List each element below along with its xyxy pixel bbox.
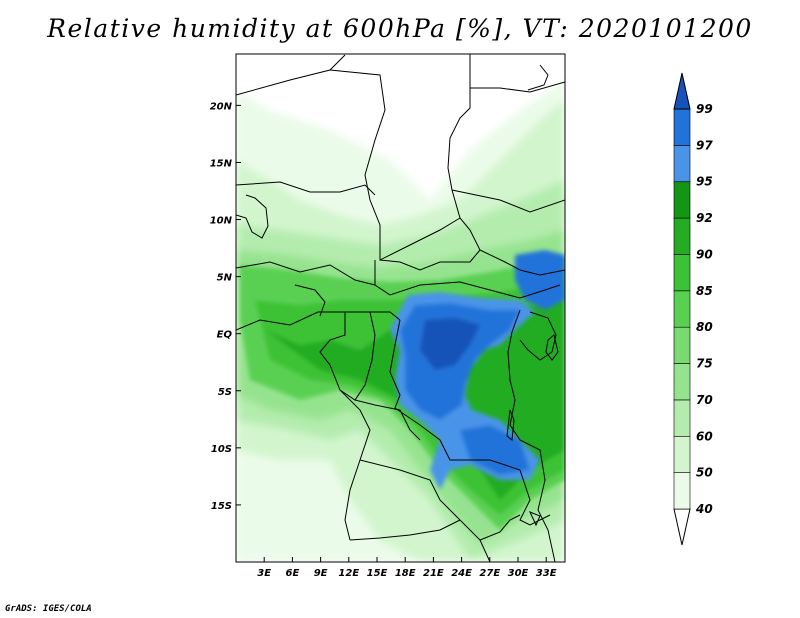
border-line bbox=[319, 312, 346, 391]
colorbar-label: 99 bbox=[696, 102, 713, 116]
lake-outline bbox=[506, 409, 515, 441]
colorbar-swatch bbox=[673, 472, 691, 510]
lon-tick-label: 21E bbox=[423, 568, 444, 579]
lon-tick-label: 15E bbox=[367, 568, 388, 579]
border-line bbox=[479, 514, 521, 541]
border-line bbox=[507, 309, 556, 562]
colorbar-swatch bbox=[673, 326, 691, 364]
lon-tick-label: 30E bbox=[508, 568, 529, 579]
longitude-axis: 3E 6E 9E 12E 15E 18E 21E 24E 27E 30E 33E bbox=[257, 557, 557, 579]
colorbar-label: 60 bbox=[696, 429, 713, 443]
lat-tick-label: 10N bbox=[210, 216, 233, 227]
colorbar-swatch bbox=[673, 217, 691, 255]
colorbar-label: 92 bbox=[696, 211, 713, 225]
border-line bbox=[354, 399, 421, 441]
lon-tick-label: 27E bbox=[479, 568, 500, 579]
lake-outline bbox=[545, 334, 559, 361]
border-line bbox=[389, 319, 521, 471]
colorbar-under-triangle bbox=[673, 508, 691, 546]
colorbar-swatch bbox=[673, 108, 691, 146]
border-line bbox=[236, 194, 269, 239]
lon-tick-label: 18E bbox=[395, 568, 416, 579]
lat-tick-label: 5S bbox=[218, 387, 232, 398]
colorbar-label: 95 bbox=[696, 175, 713, 189]
plot-frame bbox=[235, 53, 566, 563]
border-line bbox=[349, 519, 461, 541]
colorbar: 40 50 60 70 75 80 85 90 92 95 97 99 bbox=[673, 72, 713, 546]
lon-tick-label: 9E bbox=[314, 568, 328, 579]
border-line bbox=[527, 64, 549, 91]
border-line bbox=[374, 260, 561, 299]
border-line bbox=[236, 261, 376, 286]
lon-tick-label: 24E bbox=[451, 568, 472, 579]
rh-zone-99 bbox=[420, 318, 480, 370]
colorbar-swatch bbox=[673, 145, 691, 183]
border-line bbox=[479, 249, 565, 276]
chart-title: Relative humidity at 600hPa [%], VT: 202… bbox=[47, 14, 753, 43]
lon-tick-label: 3E bbox=[257, 568, 271, 579]
border-line bbox=[379, 54, 481, 271]
colorbar-label: 90 bbox=[696, 247, 713, 261]
lat-tick-label: 5N bbox=[217, 273, 233, 284]
lat-tick-label: 15N bbox=[210, 158, 233, 169]
border-line bbox=[470, 81, 565, 93]
border-line bbox=[519, 469, 551, 526]
colorbar-swatch bbox=[673, 399, 691, 437]
border-line bbox=[236, 311, 319, 331]
border-line bbox=[236, 181, 376, 196]
colorbar-label: 75 bbox=[696, 357, 713, 371]
latitude-axis: 20N 15N 10N 5N EQ 5S 10S 15S bbox=[210, 101, 241, 512]
lat-tick-label: 10S bbox=[211, 444, 232, 455]
lat-tick-label: EQ bbox=[217, 330, 233, 341]
colorbar-swatch bbox=[673, 290, 691, 328]
border-line bbox=[294, 284, 326, 317]
lat-tick-label: 20N bbox=[210, 101, 233, 112]
border-line bbox=[329, 69, 461, 261]
colorbar-label: 70 bbox=[696, 393, 713, 407]
colorbar-swatch bbox=[673, 181, 691, 219]
grads-credit: GrADS: IGES/COLA bbox=[5, 604, 92, 614]
colorbar-swatch bbox=[673, 363, 691, 401]
colorbar-swatch bbox=[673, 254, 691, 292]
lon-tick-label: 6E bbox=[286, 568, 300, 579]
border-line bbox=[519, 311, 557, 361]
border-line bbox=[451, 189, 565, 213]
colorbar-label: 50 bbox=[696, 466, 713, 480]
border-line bbox=[339, 311, 376, 401]
colorbar-label: 85 bbox=[696, 284, 713, 298]
lon-tick-label: 33E bbox=[536, 568, 557, 579]
colorbar-label: 40 bbox=[695, 502, 713, 516]
lake-outline bbox=[529, 511, 541, 527]
border-line bbox=[236, 54, 346, 96]
lat-tick-label: 15S bbox=[211, 501, 232, 512]
colorbar-swatch bbox=[673, 435, 691, 473]
country-borders bbox=[236, 54, 565, 562]
colorbar-label: 97 bbox=[696, 138, 713, 152]
colorbar-over-triangle bbox=[673, 72, 691, 110]
humidity-field bbox=[236, 54, 565, 562]
rh-zone-97-east bbox=[515, 250, 565, 310]
colorbar-label: 80 bbox=[696, 320, 713, 334]
lon-tick-label: 12E bbox=[338, 568, 359, 579]
